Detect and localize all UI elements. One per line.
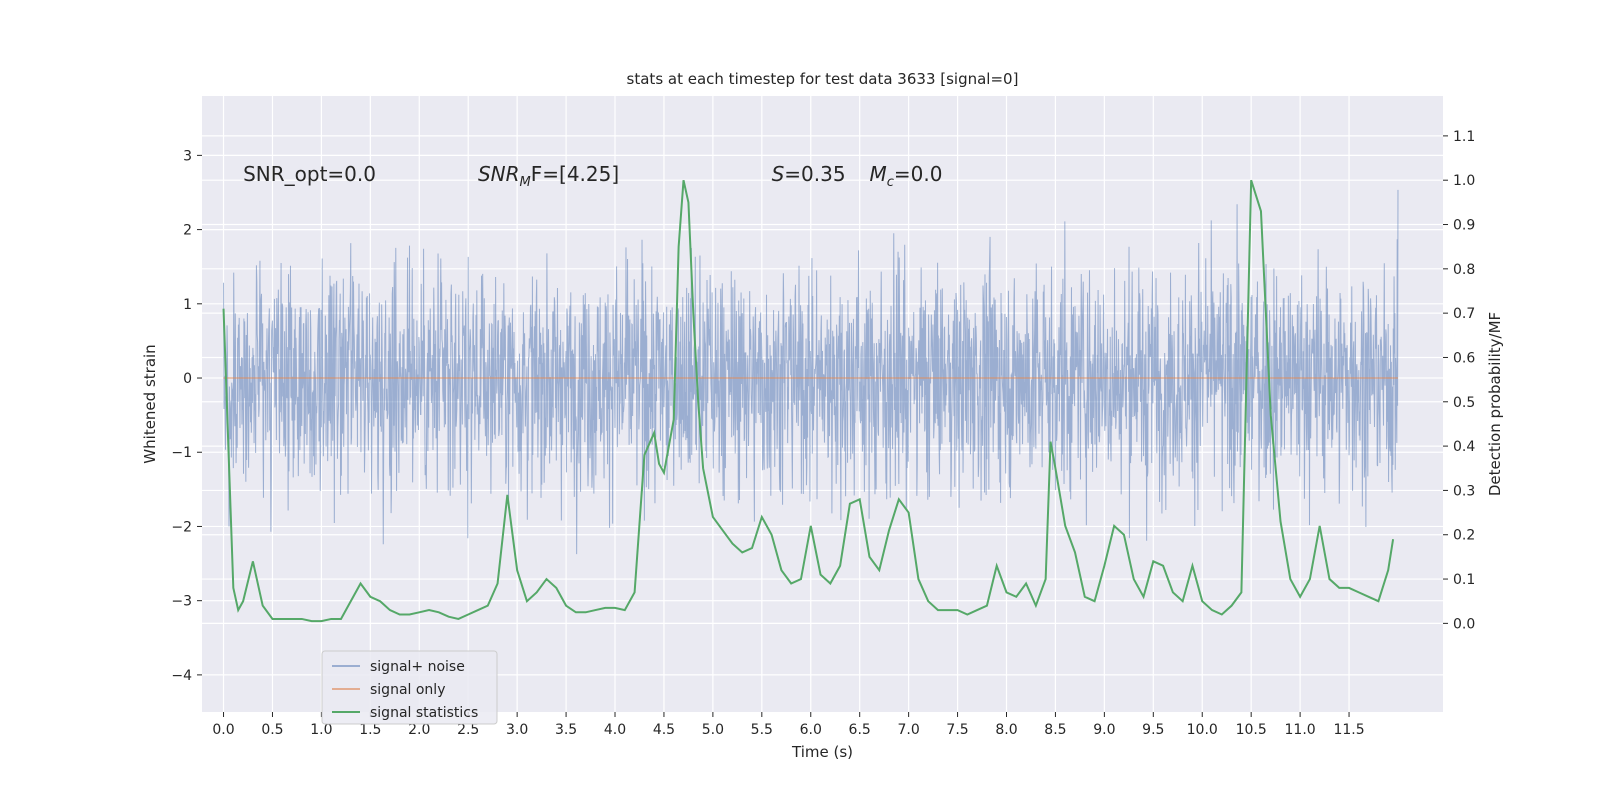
x-axis-ticks: 0.0 0.5 1.0 1.5 2.0 2.5 3.0 3.5 4.0 4.5 5.0 5.5 6.0 6…	[212, 712, 1365, 738]
x-tick-label: 3.0	[506, 722, 528, 738]
y-right-tick-label: 1.1	[1453, 129, 1475, 145]
y-right-tick-label: 0.1	[1453, 572, 1475, 588]
x-tick-label: 6.5	[849, 722, 871, 738]
y-left-tick-label: 2	[183, 223, 192, 239]
y-left-tick-label: −2	[171, 519, 192, 535]
y-right-tick-label: 1.0	[1453, 173, 1475, 189]
annotations: SNR_opt=0.0 SNRMF=[4.25] S=0.35 Mc=0.0	[243, 162, 942, 190]
y-axis-right-ticks: 0.0 0.1 0.2 0.3 0.4 0.5 0.6 0.7 0.8 0.9 1.0 1.1	[1443, 129, 1475, 632]
x-tick-label: 9.5	[1142, 722, 1164, 738]
y-left-tick-label: −1	[171, 445, 192, 461]
noise-line	[223, 189, 1399, 555]
y-left-tick-label: −4	[171, 668, 192, 684]
x-tick-label: 11.0	[1285, 722, 1316, 738]
y-right-tick-label: 0.3	[1453, 483, 1475, 499]
x-tick-label: 7.5	[946, 722, 968, 738]
y-right-tick-label: 0.6	[1453, 350, 1475, 366]
x-tick-label: 4.5	[653, 722, 675, 738]
legend-label: signal statistics	[370, 705, 478, 721]
y-right-tick-label: 0.5	[1453, 395, 1475, 411]
x-tick-label: 7.0	[897, 722, 919, 738]
annotation-1: SNRMF=[4.25]	[478, 162, 619, 190]
annotation-2: S=0.35	[772, 162, 846, 186]
y-left-tick-label: −3	[171, 594, 192, 610]
annotation-3: Mc=0.0	[869, 162, 942, 190]
x-tick-label: 0.0	[212, 722, 234, 738]
x-tick-label: 0.5	[261, 722, 283, 738]
x-tick-label: 3.5	[555, 722, 577, 738]
legend-label: signal+ noise	[370, 659, 465, 675]
x-tick-label: 1.5	[359, 722, 381, 738]
statistics-line	[222, 179, 1395, 623]
x-tick-label: 9.0	[1093, 722, 1115, 738]
y-right-tick-label: 0.8	[1453, 262, 1475, 278]
series-signal-statistics	[222, 179, 1395, 623]
y-right-tick-label: 0.7	[1453, 306, 1475, 322]
x-tick-label: 5.0	[702, 722, 724, 738]
y-right-tick-label: 0.9	[1453, 218, 1475, 234]
legend-label: signal only	[370, 682, 445, 698]
y-right-tick-label: 0.2	[1453, 528, 1475, 544]
x-axis-label: Time (s)	[791, 743, 853, 761]
y-right-tick-label: 0.4	[1453, 439, 1475, 455]
y-left-tick-label: 1	[183, 297, 192, 313]
annotation-0: SNR_opt=0.0	[243, 162, 376, 186]
x-tick-label: 11.5	[1333, 722, 1364, 738]
x-tick-label: 2.0	[408, 722, 430, 738]
y-axis-right-label: Detection probability/MF	[1486, 312, 1504, 496]
y-left-tick-label: 3	[183, 148, 192, 164]
y-axis-left-label: Whitened strain	[141, 344, 159, 463]
legend: signal+ noise signal only signal statistic…	[321, 650, 498, 725]
x-tick-label: 5.5	[751, 722, 773, 738]
y-right-tick-label: 0.0	[1453, 616, 1475, 632]
x-tick-label: 8.0	[995, 722, 1017, 738]
y-axis-left-ticks: −4 −3 −2 −1 0 1 2 3	[171, 148, 202, 684]
x-tick-label: 1.0	[310, 722, 332, 738]
y-left-tick-label: 0	[183, 371, 192, 387]
x-tick-label: 4.0	[604, 722, 626, 738]
x-tick-label: 8.5	[1044, 722, 1066, 738]
x-tick-label: 10.0	[1187, 722, 1218, 738]
x-tick-label: 10.5	[1236, 722, 1267, 738]
x-tick-label: 2.5	[457, 722, 479, 738]
chart-title: stats at each timestep for test data 363…	[627, 70, 1019, 88]
series-signal-plus-noise	[223, 189, 1399, 555]
x-tick-label: 6.0	[800, 722, 822, 738]
legend-box	[321, 650, 498, 725]
